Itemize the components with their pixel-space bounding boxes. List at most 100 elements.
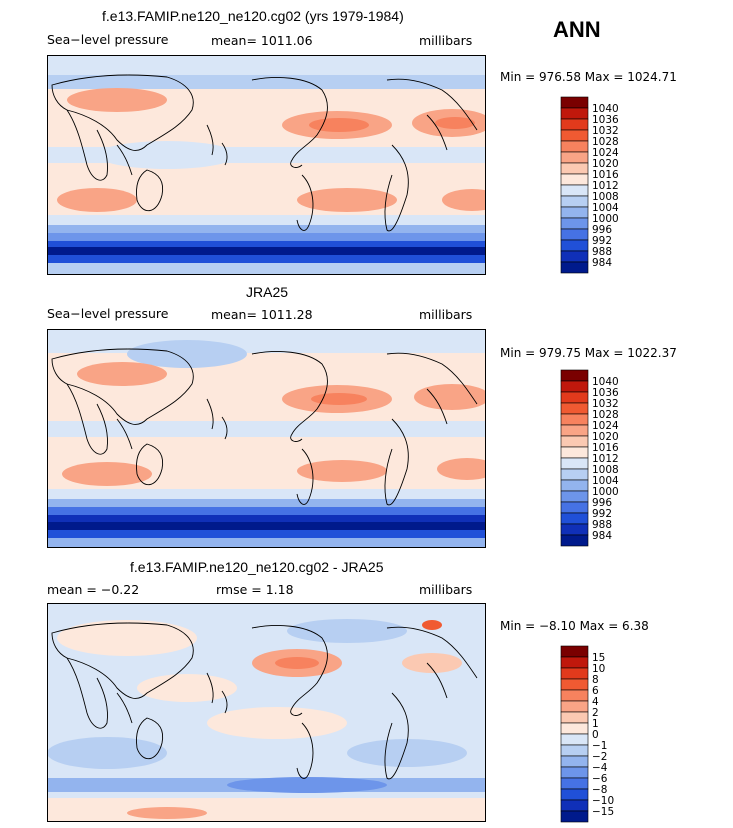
map-frame bbox=[47, 55, 486, 275]
colorbar-swatch bbox=[560, 391, 589, 404]
so-band-4 bbox=[47, 241, 486, 251]
so-band-5 bbox=[47, 522, 486, 530]
indian-ocean-low bbox=[97, 141, 237, 169]
panel-2-variable-label: Sea−level pressure bbox=[47, 306, 169, 321]
antarctic-positive-core bbox=[127, 807, 207, 819]
so-band-1 bbox=[47, 489, 486, 499]
so-band-2 bbox=[47, 225, 486, 233]
colorbar-tick-label: 1016 bbox=[592, 442, 619, 454]
colorbar-swatch bbox=[560, 678, 589, 691]
so-band-2 bbox=[47, 499, 486, 507]
colorbar-tick-label: 8 bbox=[592, 674, 599, 686]
colorbar-swatch bbox=[560, 656, 589, 669]
colorbar-tick-label: 1008 bbox=[592, 464, 619, 476]
colorbar-tick-label: 988 bbox=[592, 246, 612, 258]
south-indian-negative bbox=[47, 737, 167, 769]
so-band-1 bbox=[47, 215, 486, 225]
colorbar-tick-label: 1036 bbox=[592, 387, 619, 399]
south-atlantic-negative bbox=[347, 739, 467, 767]
eurasia-positive bbox=[57, 620, 197, 656]
colorbar-tick-label: 1 bbox=[592, 718, 599, 730]
colorbar-swatch bbox=[560, 523, 589, 536]
south-atlantic-high bbox=[437, 458, 486, 480]
south-pacific-high bbox=[297, 460, 387, 482]
panel-3-mean-label: mean = −0.22 bbox=[47, 582, 140, 597]
colorbar-tick-label: 2 bbox=[592, 707, 599, 719]
colorbar-swatch bbox=[560, 206, 589, 219]
colorbar-tick-label: −6 bbox=[592, 773, 608, 785]
colorbar-tick-label: 4 bbox=[592, 696, 599, 708]
colorbar-tick-label: −2 bbox=[592, 751, 607, 763]
colorbar-swatch bbox=[560, 733, 589, 746]
colorbar-swatch bbox=[560, 140, 589, 153]
panel-3-map-svg bbox=[47, 603, 486, 822]
colorbar-swatch bbox=[560, 810, 589, 823]
colorbar-tick-label: 996 bbox=[592, 224, 612, 236]
arctic-negative bbox=[287, 619, 407, 643]
north-pacific-positive-core bbox=[275, 657, 319, 669]
antarctic-band bbox=[47, 263, 486, 275]
colorbar-tick-label: 1020 bbox=[592, 158, 619, 170]
colorbar-tick-label: −1 bbox=[592, 740, 607, 752]
so-band-6 bbox=[47, 255, 486, 263]
so-band-6 bbox=[47, 530, 486, 538]
colorbar-swatch bbox=[560, 184, 589, 197]
south-indian-high bbox=[62, 462, 152, 486]
panel-2-colorbar: 1040 1036 1032 1028 1024 1020 1016 1012 1008 1004… bbox=[560, 369, 619, 547]
colorbar-tick-label: 1004 bbox=[592, 202, 619, 214]
colorbar-swatch bbox=[560, 457, 589, 470]
colorbar-swatch bbox=[560, 129, 589, 142]
colorbar-swatch bbox=[560, 534, 589, 547]
colorbar-tick-label: 1032 bbox=[592, 125, 619, 137]
panel-1-variable-label: Sea−level pressure bbox=[47, 32, 169, 47]
colorbar-swatch bbox=[560, 217, 589, 230]
colorbar-tick-label: 1024 bbox=[592, 147, 619, 159]
antarctic-band bbox=[47, 538, 486, 548]
panel-1-mean-label: mean= 1011.06 bbox=[211, 33, 313, 48]
colorbar-tick-label: 992 bbox=[592, 508, 612, 520]
panel-3-minmax: Min = −8.10 Max = 6.38 bbox=[500, 619, 649, 633]
colorbar-swatch bbox=[560, 689, 589, 702]
panel-3-title: f.e13.FAMIP.ne120_ne120.cg02 - JRA25 bbox=[130, 559, 384, 575]
colorbar-tick-label: −8 bbox=[592, 784, 607, 796]
colorbar-tick-label: 992 bbox=[592, 235, 612, 247]
south-atlantic-high bbox=[442, 189, 486, 211]
south-pacific-high bbox=[297, 188, 397, 212]
north-atlantic-high-core bbox=[435, 117, 475, 129]
colorbar-swatch bbox=[560, 645, 589, 658]
colorbar-tick-label: 1012 bbox=[592, 180, 619, 192]
panel-2-colorbar-svg: 1040103610321028102410201016101210081004… bbox=[560, 369, 619, 547]
so-band-5 bbox=[47, 247, 486, 255]
panel-1-colorbar-svg: 1040103610321028102410201016101210081004… bbox=[560, 96, 619, 274]
colorbar-swatch bbox=[560, 369, 589, 382]
colorbar-tick-label: 10 bbox=[592, 663, 605, 675]
colorbar-tick-label: 1000 bbox=[592, 213, 619, 225]
colorbar-swatch bbox=[560, 446, 589, 459]
colorbar-tick-label: 15 bbox=[592, 652, 605, 664]
panel-1-map bbox=[47, 55, 486, 275]
colorbar-swatch bbox=[560, 501, 589, 514]
colorbar-swatch bbox=[560, 195, 589, 208]
colorbar-swatch bbox=[560, 250, 589, 263]
colorbar-tick-label: 1020 bbox=[592, 431, 619, 443]
colorbar-swatch bbox=[560, 755, 589, 768]
colorbar-tick-label: 1040 bbox=[592, 103, 619, 115]
north-atlantic-positive bbox=[402, 653, 462, 673]
colorbar-tick-label: 1028 bbox=[592, 136, 619, 148]
panel-2-map bbox=[47, 329, 486, 548]
north-pacific-high-core bbox=[311, 393, 367, 405]
colorbar-swatch bbox=[560, 96, 589, 109]
siberian-high bbox=[77, 362, 167, 386]
colorbar-swatch bbox=[560, 744, 589, 757]
so-band-3 bbox=[47, 233, 486, 241]
colorbar-swatch bbox=[560, 788, 589, 801]
colorbar-swatch bbox=[560, 799, 589, 812]
colorbar-swatch bbox=[560, 766, 589, 779]
panel-2-map-svg bbox=[47, 329, 486, 548]
panel-1-map-svg bbox=[47, 55, 486, 275]
equatorial-trough bbox=[47, 421, 486, 437]
colorbar-tick-label: 1024 bbox=[592, 420, 619, 432]
colorbar-tick-label: 984 bbox=[592, 530, 612, 542]
panel-3-colorbar: 15 10 8 6 4 2 1 0 −1 −2 −4 −6 −8 −10 −15 bbox=[560, 645, 614, 823]
panel-1-title: f.e13.FAMIP.ne120_ne120.cg02 (yrs 1979-1… bbox=[102, 8, 404, 24]
